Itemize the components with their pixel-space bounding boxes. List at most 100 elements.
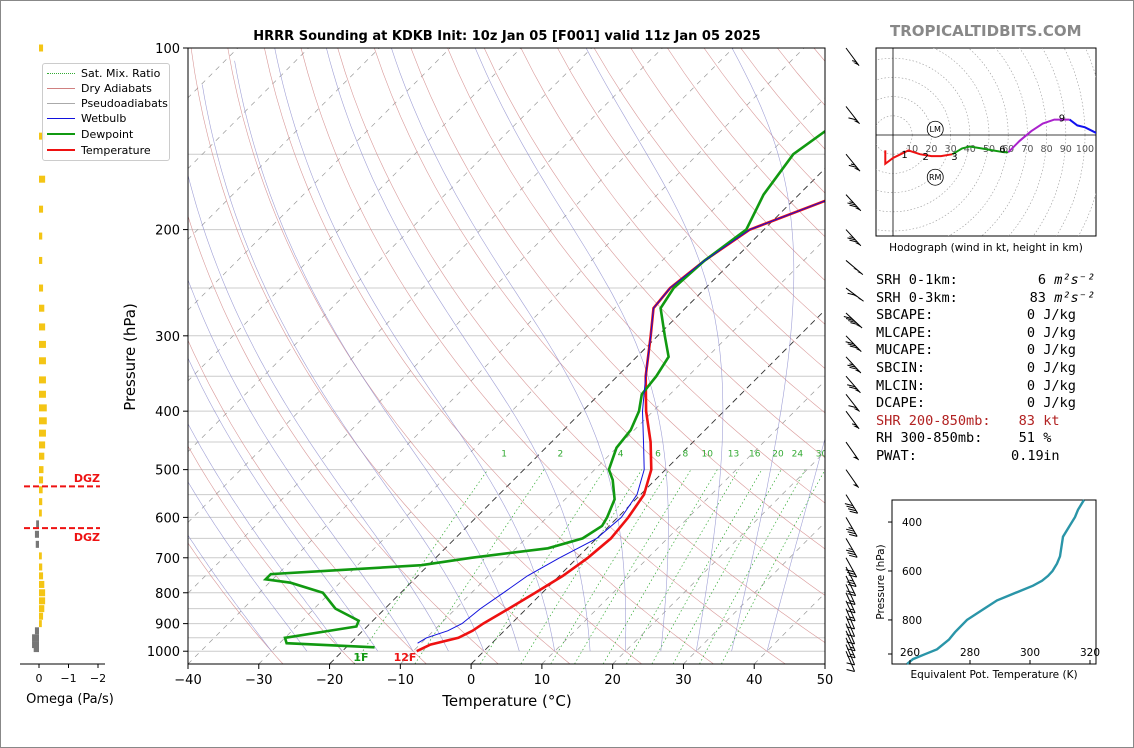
mixing-ratio-line	[574, 469, 692, 664]
hodo-ring-label: 30	[945, 144, 957, 155]
hodo-km-label: 9	[1059, 114, 1065, 125]
y-tick-label: 900	[155, 618, 180, 633]
wind-barb	[845, 538, 858, 558]
omega-bar	[32, 634, 39, 642]
param-value: 83	[1029, 289, 1046, 306]
mixing-ratio-label: 30	[816, 449, 828, 459]
barb-flag	[853, 268, 860, 272]
wind-barb	[845, 410, 860, 430]
omega-bar	[39, 417, 47, 425]
surface-dewpoint-label: 1F	[353, 651, 368, 664]
profile-temperature	[416, 199, 825, 653]
wind-barb	[845, 469, 860, 488]
legend-item-moist: Pseudoadiabats	[47, 96, 168, 110]
param-unit: %	[1043, 430, 1052, 447]
mixing-ratio-label: 1	[501, 449, 507, 459]
dry-adiabat	[557, 48, 825, 369]
omega-bar	[39, 205, 44, 213]
param-unit: J/kg	[1043, 377, 1076, 394]
barb-full	[849, 366, 858, 370]
y-tick-label: 200	[155, 224, 180, 239]
param-label: PWAT:	[876, 447, 917, 464]
param-unit: J/kg	[1043, 307, 1076, 324]
barb-full	[846, 505, 855, 509]
barb-full	[847, 202, 856, 206]
dry-adiabat	[264, 48, 714, 664]
legend-label-mix: Sat. Mix. Ratio	[81, 66, 161, 80]
barb-staff	[845, 600, 856, 622]
param-value: 0	[1026, 377, 1035, 394]
omega-bar	[39, 323, 46, 331]
hodo-trace	[1068, 118, 1096, 134]
barb-half	[849, 608, 855, 611]
dry-adiabat	[188, 339, 427, 664]
x-tick-label: 30	[675, 673, 692, 688]
param-value: 0.19	[1011, 447, 1044, 464]
wind-barb	[845, 557, 858, 578]
barb-full	[845, 528, 855, 532]
skew-plot-area: 1 2 4 6 8 10 13 16 20 24 30 36	[188, 48, 828, 664]
barb-full	[846, 662, 855, 666]
hodo-trace	[884, 149, 953, 166]
omega-bar	[39, 563, 43, 571]
profile-wetbulb	[417, 200, 825, 644]
param-label: SRH 0-1km:	[876, 272, 958, 288]
mixing-ratio-line	[550, 469, 670, 664]
barb-flag	[852, 456, 859, 461]
dry-adiabat	[337, 48, 825, 643]
barb-flag	[854, 369, 861, 373]
barb-half	[849, 363, 854, 366]
barb-half	[850, 163, 856, 166]
omega-bar	[39, 612, 44, 620]
barb-staff	[845, 616, 856, 637]
omega-bar	[39, 441, 46, 449]
barb-flag	[855, 348, 862, 352]
param-value: 0	[1026, 342, 1035, 359]
omega-bar	[39, 452, 45, 460]
wind-barb	[845, 375, 861, 394]
omega-axis-label: Omega (Pa/s)	[26, 692, 114, 707]
barb-flag	[856, 271, 863, 275]
x-tick-label: 40	[746, 673, 763, 688]
omega-bar	[39, 572, 44, 580]
x-tick-label: 0	[467, 673, 475, 688]
barb-staff	[845, 575, 857, 596]
barb-full	[843, 315, 852, 319]
barb-full	[847, 292, 856, 296]
barb-full	[849, 554, 858, 558]
legend-item-dewpoint: Dewpoint	[47, 127, 133, 141]
dry-adiabat	[188, 445, 355, 664]
hodo-storm-label: RM	[929, 173, 942, 182]
mixing-ratio-line	[479, 469, 605, 664]
dry-adiabat	[300, 48, 786, 664]
barb-flag	[854, 242, 861, 246]
omega-bar	[34, 627, 39, 635]
mixing-ratio-line	[602, 469, 718, 664]
barb-flag	[854, 389, 861, 393]
wind-barb	[845, 194, 862, 212]
omega-bar	[39, 232, 43, 240]
barb-full	[846, 590, 855, 594]
barb-full	[848, 584, 857, 587]
param-unit: in	[1043, 447, 1060, 464]
mixing-ratio-label: 4	[618, 449, 624, 459]
mixing-ratio-line	[520, 469, 643, 664]
dry-adiabat	[520, 48, 825, 414]
omega-bar	[39, 390, 46, 398]
barb-full	[849, 533, 858, 537]
legend-swatch-temperature	[47, 149, 75, 151]
omega-bar	[39, 429, 46, 437]
param-label: MUCAPE:	[876, 342, 934, 359]
param-unit: m²s⁻²	[1054, 272, 1096, 288]
isotherm	[188, 48, 805, 664]
param-label: MLCIN:	[876, 377, 926, 394]
param-label: SBCIN:	[876, 359, 926, 376]
omega-bar	[39, 476, 44, 484]
barb-full	[848, 164, 857, 168]
x-tick-label: 50	[817, 673, 834, 688]
param-row: SBCAPE: 0 J/kg	[876, 307, 1095, 325]
mixing-ratio-label: 13	[728, 449, 739, 459]
profile-dewpoint	[262, 129, 825, 649]
hodograph-caption: Hodograph (wind in kt, height in km)	[889, 242, 1083, 254]
